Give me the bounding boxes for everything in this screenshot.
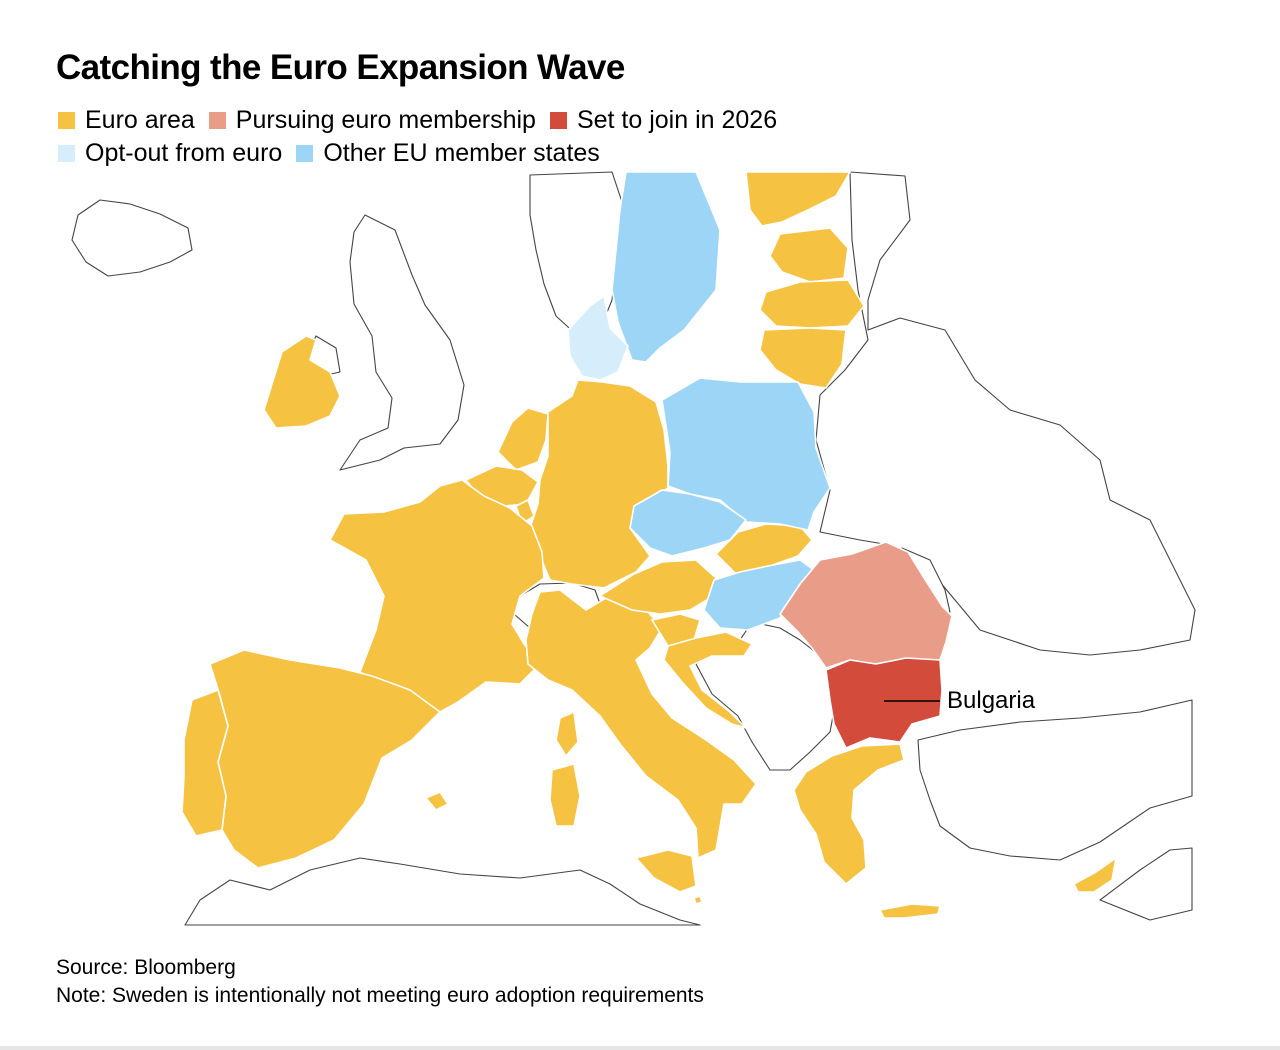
country-lithuania bbox=[759, 327, 847, 389]
legend-row-1: Euro area Pursuing euro membership Set t… bbox=[58, 104, 958, 137]
country-denmark bbox=[567, 295, 629, 381]
legend-swatch-set-to-join bbox=[549, 112, 567, 129]
country-netherlands bbox=[497, 407, 549, 471]
country-turkey bbox=[917, 699, 1193, 861]
country-sicily bbox=[635, 849, 697, 893]
europe-map-svg: Bulgaria bbox=[71, 171, 1196, 926]
legend-label-pursuing: Pursuing euro membership bbox=[235, 106, 536, 134]
country-finland bbox=[745, 171, 851, 227]
country-croatia bbox=[663, 631, 753, 729]
legend-swatch-euro-area bbox=[58, 112, 75, 129]
country-malta bbox=[693, 895, 703, 905]
country-romania bbox=[779, 541, 953, 669]
europe-map: Bulgaria bbox=[0, 170, 1280, 930]
country-middle-east bbox=[1099, 847, 1193, 921]
country-germany bbox=[529, 379, 669, 589]
legend-label-euro-area: Euro area bbox=[85, 106, 195, 134]
footnotes: Source: Bloomberg Note: Sweden is intent… bbox=[56, 954, 704, 1010]
country-great-britain bbox=[339, 214, 465, 471]
country-sardinia bbox=[549, 763, 581, 827]
legend: Euro area Pursuing euro membership Set t… bbox=[58, 104, 958, 170]
bottom-rule bbox=[0, 1046, 1280, 1050]
legend-swatch-opt-out bbox=[58, 145, 75, 162]
legend-item-euro-area: Euro area bbox=[58, 106, 195, 135]
country-bulgaria bbox=[825, 657, 943, 749]
country-norway bbox=[529, 171, 629, 339]
country-russia-belarus-ukraine bbox=[815, 171, 1196, 656]
country-france bbox=[329, 479, 545, 713]
country-cyprus bbox=[1073, 857, 1117, 893]
country-latvia bbox=[759, 279, 865, 329]
legend-swatch-other-eu bbox=[296, 145, 314, 162]
legend-label-opt-out: Opt-out from euro bbox=[85, 139, 283, 167]
legend-item-pursuing: Pursuing euro membership bbox=[208, 106, 536, 135]
member-states bbox=[181, 171, 1117, 919]
country-portugal bbox=[181, 689, 229, 837]
bulgaria-callout-label: Bulgaria bbox=[947, 687, 1036, 714]
legend-item-opt-out: Opt-out from euro bbox=[58, 139, 282, 168]
country-poland bbox=[661, 377, 831, 531]
chart-title: Catching the Euro Expansion Wave bbox=[56, 48, 625, 87]
country-ireland bbox=[263, 335, 341, 429]
country-sweden bbox=[611, 171, 721, 363]
legend-swatch-pursuing bbox=[208, 112, 226, 129]
country-slovenia bbox=[651, 613, 701, 647]
country-czechia bbox=[629, 489, 747, 557]
country-estonia bbox=[769, 227, 849, 283]
country-iceland bbox=[71, 199, 193, 277]
legend-label-set-to-join: Set to join in 2026 bbox=[576, 106, 778, 134]
country-north-africa bbox=[184, 857, 701, 926]
note-text: Note: Sweden is intentionally not meetin… bbox=[56, 984, 704, 1007]
legend-row-2: Opt-out from euro Other EU member states bbox=[58, 137, 958, 170]
legend-item-set-to-join: Set to join in 2026 bbox=[549, 106, 778, 135]
legend-label-other-eu: Other EU member states bbox=[323, 139, 600, 167]
country-crete bbox=[879, 903, 941, 919]
country-greece bbox=[793, 743, 905, 885]
source-text: Source: Bloomberg bbox=[56, 956, 236, 979]
country-corsica bbox=[555, 711, 579, 757]
country-balearic-islands bbox=[425, 791, 449, 811]
legend-item-other-eu: Other EU member states bbox=[296, 139, 600, 168]
